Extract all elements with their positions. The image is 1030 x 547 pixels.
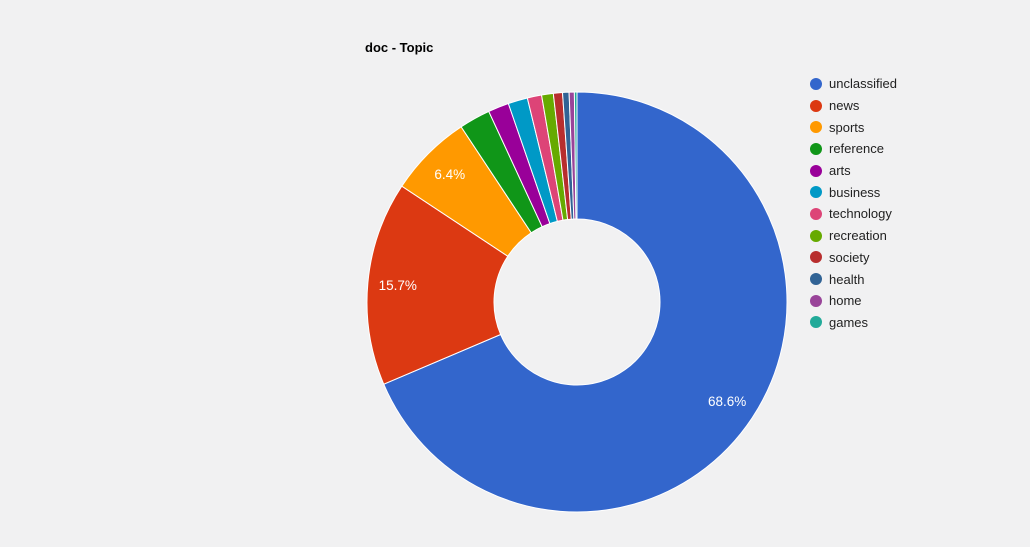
legend-label: technology — [829, 206, 892, 222]
legend-label: recreation — [829, 228, 887, 244]
legend-item-recreation[interactable]: recreation — [810, 225, 897, 247]
pie-slice-unclassified[interactable] — [383, 91, 788, 513]
slice-percent-label-unclassified: 68.6% — [708, 394, 746, 409]
legend-label: sports — [829, 119, 865, 135]
legend-color-dot — [810, 207, 822, 220]
legend-label: games — [829, 314, 869, 330]
legend-item-business[interactable]: business — [810, 181, 897, 203]
legend-label: business — [829, 184, 881, 200]
chart-title: doc - Topic — [365, 40, 434, 55]
legend-item-society[interactable]: society — [810, 247, 897, 269]
pie-slice-news[interactable] — [366, 185, 509, 385]
slice-percent-label-news: 15.7% — [379, 278, 417, 293]
legend-item-home[interactable]: home — [810, 290, 897, 312]
legend-color-dot — [810, 316, 822, 329]
legend-item-games[interactable]: games — [810, 312, 897, 334]
legend-color-dot — [810, 251, 822, 264]
pie-slice-games[interactable] — [573, 91, 578, 220]
legend-label: unclassified — [829, 76, 897, 92]
legend-color-dot — [810, 164, 822, 177]
legend-item-unclassified[interactable]: unclassified — [810, 73, 897, 95]
legend-item-health[interactable]: health — [810, 268, 897, 290]
legend-label: health — [829, 271, 865, 287]
legend-label: reference — [829, 141, 884, 157]
legend-item-sports[interactable]: sports — [810, 116, 897, 138]
legend-item-arts[interactable]: arts — [810, 160, 897, 182]
legend-color-dot — [810, 294, 822, 307]
slice-percent-label-sports: 6.4% — [434, 167, 465, 182]
legend-label: arts — [829, 163, 851, 179]
legend-color-dot — [810, 273, 822, 286]
legend-label: news — [829, 98, 860, 114]
legend-color-dot — [810, 121, 822, 134]
legend-item-reference[interactable]: reference — [810, 138, 897, 160]
legend: unclassified news sports reference arts busin… — [810, 73, 897, 333]
legend-color-dot — [810, 77, 822, 90]
legend-color-dot — [810, 142, 822, 155]
legend-color-dot — [810, 99, 822, 112]
legend-color-dot — [810, 229, 822, 242]
legend-label: society — [829, 249, 870, 265]
legend-label: home — [829, 293, 862, 309]
legend-item-news[interactable]: news — [810, 95, 897, 117]
legend-color-dot — [810, 186, 822, 199]
legend-item-technology[interactable]: technology — [810, 203, 897, 225]
